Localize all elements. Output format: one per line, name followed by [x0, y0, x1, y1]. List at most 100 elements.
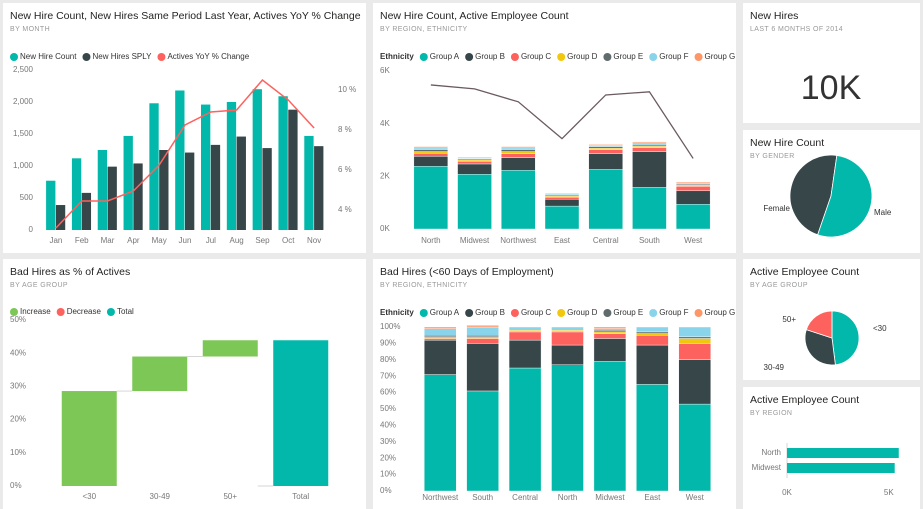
bar[interactable]	[304, 135, 314, 230]
bar-segment[interactable]	[413, 151, 449, 154]
bar[interactable]	[71, 158, 82, 230]
bar-segment[interactable]	[675, 186, 711, 192]
legend-label[interactable]: Group E	[613, 308, 643, 317]
bar-segment[interactable]	[544, 199, 580, 207]
bar-segment[interactable]	[424, 335, 457, 338]
legend-label[interactable]: Group C	[521, 52, 551, 61]
bar[interactable]	[202, 340, 258, 357]
bar[interactable]	[314, 146, 324, 230]
bar-segment[interactable]	[501, 146, 536, 149]
legend-label[interactable]: Group B	[475, 52, 505, 61]
pie-slice[interactable]	[805, 310, 833, 339]
bar-segment[interactable]	[508, 367, 542, 492]
bar-segment[interactable]	[678, 336, 711, 339]
bar-segment[interactable]	[466, 390, 499, 492]
bar-segment[interactable]	[501, 151, 536, 154]
bar-segment[interactable]	[632, 141, 667, 144]
bar-segment[interactable]	[466, 336, 499, 339]
bar-segment[interactable]	[424, 339, 457, 375]
bar-segment[interactable]	[466, 325, 499, 328]
bar-segment[interactable]	[678, 403, 711, 492]
bar[interactable]	[787, 463, 895, 473]
bar-segment[interactable]	[678, 359, 711, 405]
bar-segment[interactable]	[457, 163, 492, 175]
bar[interactable]	[262, 148, 272, 230]
bar-segment[interactable]	[593, 331, 627, 334]
bar-segment[interactable]	[424, 336, 457, 339]
legend-label[interactable]: Increase	[20, 307, 51, 316]
bar-segment[interactable]	[678, 343, 711, 360]
bar-segment[interactable]	[466, 343, 499, 392]
bar[interactable]	[201, 104, 211, 230]
bar-segment[interactable]	[551, 364, 584, 492]
bar-segment[interactable]	[593, 361, 627, 492]
bar[interactable]	[273, 340, 329, 486]
bar[interactable]	[185, 152, 195, 230]
legend-label[interactable]: Decrease	[67, 307, 102, 316]
bar-segment[interactable]	[466, 326, 499, 336]
bar-segment[interactable]	[593, 328, 627, 331]
bar-segment[interactable]	[551, 331, 584, 346]
bar-segment[interactable]	[678, 326, 711, 338]
bar-segment[interactable]	[508, 326, 542, 331]
bar[interactable]	[107, 166, 117, 230]
pie-slice[interactable]	[817, 154, 873, 238]
bar-segment[interactable]	[413, 149, 449, 152]
legend-label[interactable]: Actives YoY % Change	[167, 52, 249, 61]
bar[interactable]	[288, 109, 298, 230]
legend-label[interactable]: Group F	[659, 52, 688, 61]
bar-segment[interactable]	[678, 338, 711, 344]
bar-segment[interactable]	[501, 147, 536, 150]
legend-label[interactable]: Group C	[521, 308, 551, 317]
pie-slice[interactable]	[831, 310, 860, 366]
bar-segment[interactable]	[632, 187, 667, 230]
bar-segment[interactable]	[508, 339, 542, 369]
legend-label[interactable]: Group G	[705, 308, 736, 317]
bar[interactable]	[226, 102, 237, 230]
bar-segment[interactable]	[501, 149, 536, 152]
legend-label[interactable]: Group D	[567, 308, 597, 317]
bar[interactable]	[149, 103, 159, 230]
legend-label[interactable]: Group A	[430, 308, 460, 317]
bar[interactable]	[252, 89, 262, 230]
bar-segment[interactable]	[551, 344, 584, 365]
bar-segment[interactable]	[636, 326, 669, 333]
legend-label[interactable]: New Hires SPLY	[92, 52, 152, 61]
bar-segment[interactable]	[675, 181, 711, 184]
bar-segment[interactable]	[501, 153, 536, 158]
bar-segment[interactable]	[551, 326, 584, 331]
legend-label[interactable]: Group D	[567, 52, 597, 61]
bar-segment[interactable]	[593, 338, 627, 362]
legend-label[interactable]: Group E	[613, 52, 643, 61]
bar[interactable]	[97, 150, 108, 230]
pie-slice[interactable]	[789, 154, 838, 236]
legend-label[interactable]: Group F	[659, 308, 688, 317]
bar-segment[interactable]	[466, 335, 499, 338]
bar-segment[interactable]	[508, 330, 542, 333]
bar-segment[interactable]	[424, 338, 457, 341]
bar[interactable]	[159, 150, 169, 230]
bar-segment[interactable]	[675, 190, 711, 205]
bar-segment[interactable]	[636, 333, 669, 336]
bar-segment[interactable]	[457, 157, 492, 159]
bar[interactable]	[81, 192, 92, 230]
bar-segment[interactable]	[636, 384, 669, 492]
bar-segment[interactable]	[632, 151, 667, 188]
bar-segment[interactable]	[593, 333, 627, 339]
bar-segment[interactable]	[588, 169, 623, 230]
bar-segment[interactable]	[588, 153, 623, 170]
bar[interactable]	[133, 163, 143, 230]
legend-label[interactable]: New Hire Count	[20, 52, 77, 61]
legend-label[interactable]: Group G	[705, 52, 736, 61]
bar-segment[interactable]	[675, 204, 711, 230]
bar[interactable]	[210, 144, 221, 230]
bar[interactable]	[278, 96, 288, 231]
bar-segment[interactable]	[501, 170, 536, 230]
bar-segment[interactable]	[632, 142, 667, 146]
bar-segment[interactable]	[457, 161, 492, 165]
bar-segment[interactable]	[544, 192, 580, 195]
bar[interactable]	[132, 356, 188, 392]
bar-segment[interactable]	[544, 205, 580, 230]
bar-segment[interactable]	[413, 166, 449, 230]
bar[interactable]	[175, 90, 185, 230]
